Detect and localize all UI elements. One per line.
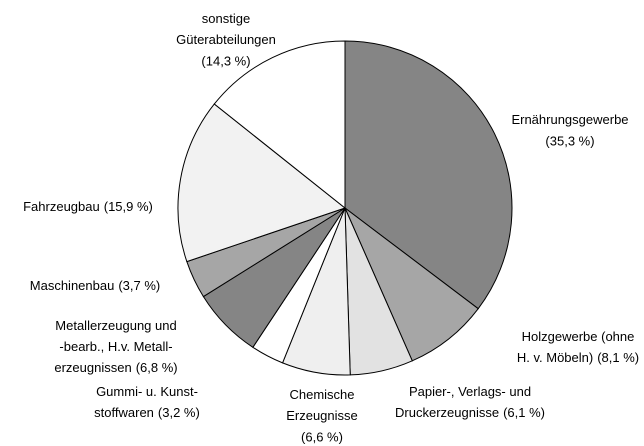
value-label: (14,3 %) (201, 53, 250, 68)
slice-label: Fahrzeugbau (15,9 %) (23, 199, 153, 214)
slice-label: Maschinenbau (3,7 %) (30, 278, 160, 293)
value-label: (8,1 %) (597, 350, 639, 365)
slice-label: Chemische Erzeugnisse (6,6 %) (286, 387, 358, 444)
category-label: Gummi- u. Kunst- (96, 384, 198, 399)
value-label: (6,6 %) (301, 429, 343, 444)
value-label: (3,7 %) (118, 278, 160, 293)
category-label: Chemische (289, 387, 354, 402)
label-line: Gummi- u. Kunst- (96, 384, 198, 399)
pie-slice (344, 40, 513, 310)
label-line: Ernährungsgewerbe (511, 112, 628, 127)
slice-label: Papier-, Verlags- und Druckerzeugnisse (6,… (395, 384, 545, 420)
value-label: (6,1 %) (503, 405, 545, 420)
label-line: Holzgewerbe (ohne (522, 329, 635, 344)
label-line: Metallerzeugung und (55, 318, 176, 333)
category-label: -bearb., H.v. Metall- (59, 339, 172, 354)
slice-label: Ernährungsgewerbe (35,3 %) (511, 112, 628, 148)
category-label: sonstige (202, 11, 250, 26)
label-line: Maschinenbau (3,7 %) (30, 278, 160, 293)
slice-label: Holzgewerbe (ohne H. v. Möbeln) (8,1 %) (517, 329, 639, 365)
label-line: sonstige (202, 11, 250, 26)
label-line: -bearb., H.v. Metall- (59, 339, 172, 354)
category-label: Metallerzeugung und (55, 318, 176, 333)
label-line: Fahrzeugbau (15,9 %) (23, 199, 153, 214)
label-line: erzeugnissen (6,8 %) (54, 360, 177, 375)
value-label: (6,8 %) (136, 360, 178, 375)
value-label: (35,3 %) (545, 133, 594, 148)
label-line: Chemische (289, 387, 354, 402)
category-label: Ernährungsgewerbe (511, 112, 628, 127)
slice-label: sonstige Güterabteilungen (14,3 %) (176, 11, 276, 68)
category-label: Erzeugnisse (286, 408, 358, 423)
value-label: (15,9 %) (104, 199, 153, 214)
label-line: Güterabteilungen (176, 32, 276, 47)
label-line: stoffwaren (3,2 %) (94, 405, 200, 420)
category-label: H. v. Möbeln) (517, 350, 593, 365)
label-line: H. v. Möbeln) (8,1 %) (517, 350, 639, 365)
slice-label: Gummi- u. Kunst-stoffwaren (3,2 %) (94, 384, 200, 420)
category-label: Fahrzeugbau (23, 199, 100, 214)
category-label: Maschinenbau (30, 278, 115, 293)
value-label: (3,2 %) (158, 405, 200, 420)
category-label: Güterabteilungen (176, 32, 276, 47)
category-label: Holzgewerbe (ohne (522, 329, 635, 344)
category-label: stoffwaren (94, 405, 154, 420)
pie-slice (213, 40, 346, 210)
label-line: Druckerzeugnisse (6,1 %) (395, 405, 545, 420)
category-label: Papier-, Verlags- und (409, 384, 531, 399)
pie-slice (177, 103, 347, 263)
category-label: erzeugnissen (54, 360, 131, 375)
category-label: Druckerzeugnisse (395, 405, 499, 420)
label-line: Papier-, Verlags- und (409, 384, 531, 399)
slice-label: Metallerzeugung und -bearb., H.v. Metall-… (54, 318, 177, 375)
label-line: Erzeugnisse (286, 408, 358, 423)
